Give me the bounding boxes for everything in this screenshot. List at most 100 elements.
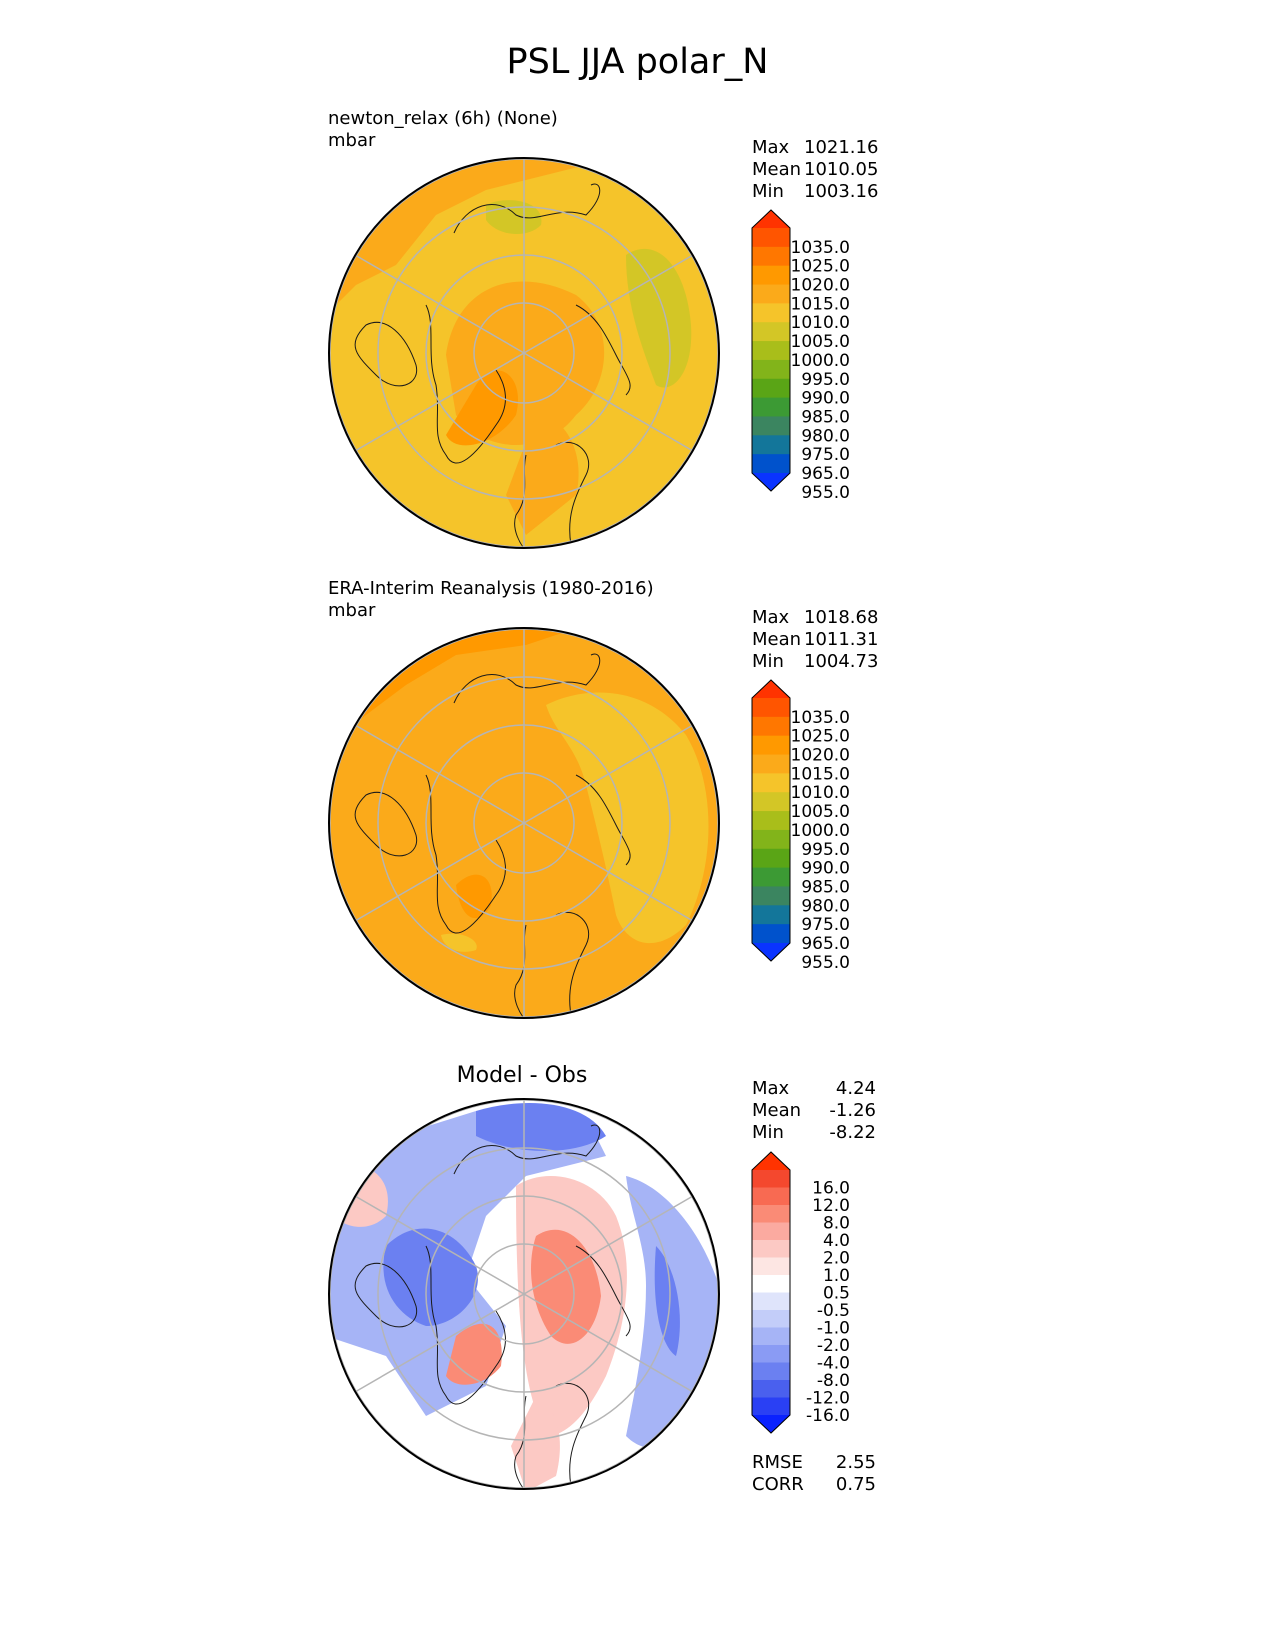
colorbar-segment <box>752 341 790 361</box>
colorbar-tick-label: 990.0 <box>801 859 850 879</box>
stat-label: Min <box>752 651 784 672</box>
colorbar-tick-label: 0.5 <box>823 1284 850 1304</box>
colorbar-segment <box>752 811 790 831</box>
stat-value: 4.24 <box>835 1078 876 1099</box>
stat-label: Max <box>752 607 790 628</box>
colorbar-segment <box>752 284 790 304</box>
colorbar-tick-label: 1020.0 <box>791 746 850 766</box>
stat-label: Mean <box>752 629 802 650</box>
colorbar-tick-label: 1005.0 <box>791 332 850 352</box>
colorbar-tick-label: 990.0 <box>801 389 850 409</box>
panel3-title: Model - Obs <box>456 1063 588 1088</box>
colorbar-tick-label: 985.0 <box>801 877 850 897</box>
contour-region <box>511 1396 560 1489</box>
colorbar-segment <box>752 1222 790 1241</box>
colorbar-outline <box>751 1151 791 1434</box>
colorbar-segment <box>752 1275 790 1293</box>
colorbar-tick-label: 965.0 <box>801 934 850 954</box>
colorbar-segment <box>752 454 790 474</box>
panel2-polar-map <box>328 627 720 1019</box>
colorbar-extend-max <box>752 680 790 698</box>
colorbar-segment <box>752 754 790 774</box>
colorbar-segment <box>752 698 790 718</box>
colorbar-segment <box>752 716 790 737</box>
colorbar-segment <box>752 378 790 399</box>
colorbar-segment <box>752 1170 790 1188</box>
colorbar-outline <box>751 679 791 962</box>
colorbar-tick-label: -16.0 <box>806 1406 850 1426</box>
colorbar-tick-label: 1025.0 <box>791 257 850 277</box>
colorbar-segment <box>752 886 790 906</box>
stat-value: 1010.05 <box>804 159 879 180</box>
colorbar-segment <box>752 303 790 323</box>
colorbar-tick-label: 975.0 <box>801 915 850 935</box>
colorbar-tick-label: 1025.0 <box>791 727 850 747</box>
stat-value: -8.22 <box>829 1122 876 1143</box>
colorbar-extend-max <box>752 1152 790 1170</box>
stat-label: RMSE <box>752 1452 803 1473</box>
map-border <box>328 1098 720 1490</box>
colorbar-tick-label: -8.0 <box>817 1371 850 1391</box>
colorbar-tick-label: 965.0 <box>801 464 850 484</box>
contour-region <box>626 248 692 388</box>
colorbar-tick-label: 1010.0 <box>791 783 850 803</box>
colorbar-segment <box>752 905 790 925</box>
colorbar-extend-max <box>752 210 790 228</box>
colorbar-segment <box>752 265 790 286</box>
colorbar-tick-label: 995.0 <box>801 370 850 390</box>
colorbar-segment <box>752 246 790 267</box>
stat-label: Mean <box>752 1100 802 1121</box>
map-grid <box>329 1099 719 1489</box>
stat-value: 1021.16 <box>804 137 879 158</box>
colorbar-segment <box>752 228 790 248</box>
colorbar-tick-label: 995.0 <box>801 840 850 860</box>
colorbar-tick-label: 1000.0 <box>791 351 850 371</box>
stat-value: 1004.73 <box>804 651 879 672</box>
colorbar-tick-label: -1.0 <box>817 1319 850 1339</box>
coastlines <box>354 653 631 1018</box>
colorbar-tick-label: 1015.0 <box>791 764 850 784</box>
stat-value: 1018.68 <box>804 607 879 628</box>
colorbar-tick-label: -12.0 <box>806 1389 850 1409</box>
colorbar-tick-label: 8.0 <box>823 1214 850 1234</box>
colorbar-segment <box>752 359 790 380</box>
colorbar-segment <box>752 773 790 793</box>
colorbar-segment <box>752 1240 790 1258</box>
colorbar-tick-label: 980.0 <box>801 896 850 916</box>
colorbar-segment <box>752 1345 790 1363</box>
stat-value: -1.26 <box>829 1100 876 1121</box>
colorbar-tick-label: -0.5 <box>817 1301 850 1321</box>
colorbar-segment <box>752 792 790 812</box>
stat-label: Max <box>752 137 790 158</box>
colorbar-segment <box>752 1205 790 1223</box>
panel1-units: mbar <box>328 130 376 151</box>
panel3-polar-map <box>328 1098 720 1490</box>
panel2-title-text: ERA-Interim Reanalysis (1980-2016) <box>328 578 654 599</box>
map-border <box>328 157 720 549</box>
colorbar-segment <box>752 322 790 342</box>
colorbar-segment <box>752 1310 790 1328</box>
colorbar-segment <box>752 867 790 887</box>
colorbar-segment <box>752 1257 790 1276</box>
colorbar-tick-label: 985.0 <box>801 407 850 427</box>
colorbar-segment <box>752 435 790 455</box>
panel2-colorbar: 1035.01025.01020.01015.01010.01005.01000… <box>751 679 850 973</box>
panel3-colorbar: 16.012.08.04.02.01.00.5-0.5-1.0-2.0-4.0-… <box>751 1151 850 1434</box>
colorbar-outline <box>751 209 791 492</box>
panel1-polar-map <box>328 157 720 549</box>
colorbar-tick-label: -2.0 <box>817 1336 850 1356</box>
contour-region <box>446 1323 502 1385</box>
colorbar-tick-label: 2.0 <box>823 1249 850 1269</box>
colorbar-tick-label: 1005.0 <box>791 802 850 822</box>
colorbar-tick-label: -4.0 <box>817 1354 850 1374</box>
stat-label: Min <box>752 181 784 202</box>
colorbar-tick-label: 1035.0 <box>791 238 850 258</box>
colorbar-extend-min <box>752 473 790 491</box>
colorbar-segment <box>752 1380 790 1398</box>
contour-region <box>476 1103 606 1151</box>
stat-label: CORR <box>752 1474 804 1495</box>
contour-region <box>441 933 477 952</box>
colorbar-segment <box>752 1397 790 1416</box>
colorbar-tick-label: 955.0 <box>801 953 850 973</box>
colorbar-segment <box>752 735 790 756</box>
